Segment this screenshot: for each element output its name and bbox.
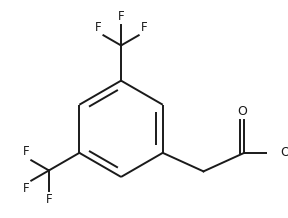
Text: F: F [23, 145, 29, 158]
Text: F: F [95, 21, 102, 34]
Text: F: F [141, 21, 147, 34]
Text: O: O [237, 105, 247, 118]
Text: O: O [280, 146, 288, 159]
Text: F: F [46, 193, 52, 206]
Text: F: F [23, 182, 29, 196]
Text: F: F [118, 10, 124, 23]
